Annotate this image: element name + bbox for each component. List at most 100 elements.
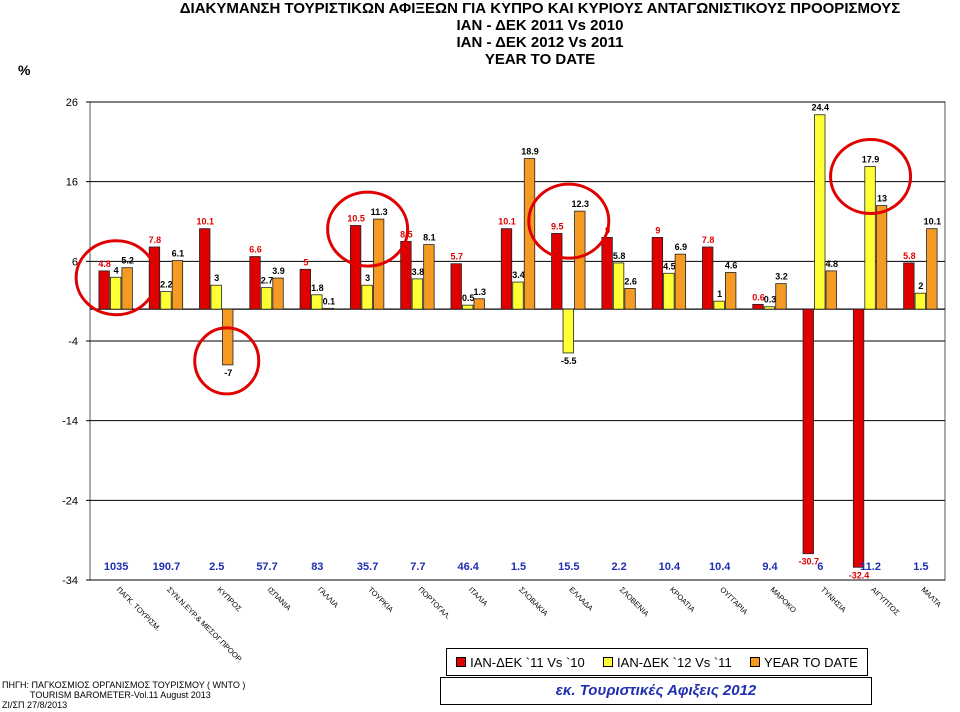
title-line-4: YEAR TO DATE: [484, 51, 596, 68]
category-label-15: ΑΙΓΥΠΤΟΣ: [869, 585, 901, 617]
value-label-s1-2: 10.1: [196, 217, 214, 227]
category-label-14: ΤΥΝΗΣΙΑ: [819, 585, 848, 614]
value-label-s1-16: 5.8: [903, 251, 916, 261]
bar-s2-4: [311, 294, 323, 310]
bar-s1-12: [702, 246, 714, 310]
bar-s2-9: [562, 308, 574, 354]
arrivals-caption: εκ. Τουριστικές Αφιξεις 2012: [440, 677, 872, 705]
value-label-s2-5: 3: [365, 273, 370, 283]
legend-swatch-series-2: [603, 657, 614, 667]
y-tick-label: -14: [62, 416, 78, 428]
bar-s2-7: [462, 304, 474, 310]
bar-s3-15: [875, 205, 888, 310]
value-label-s1-14: -30.7: [799, 557, 820, 567]
value-label-s1-13: 0.6: [752, 292, 765, 302]
value-label-s3-14: 4.8: [826, 259, 839, 269]
arrivals-value-16: 1.5: [913, 561, 928, 573]
value-label-s2-13: 0.3: [764, 295, 777, 305]
value-label-s2-1: 2.2: [160, 280, 173, 290]
highlight-circle-2: [326, 190, 410, 268]
category-label-0: ΠΑΓΚ. ΤΟΥΡΙΣΜ.: [115, 585, 163, 633]
y-tick-label: -24: [62, 495, 78, 507]
value-label-s2-3: 2.7: [261, 276, 274, 286]
arrivals-value-4: 83: [311, 561, 323, 573]
bar-s1-13: [752, 303, 764, 310]
arrivals-value-1: 190.7: [153, 561, 181, 573]
bar-s3-10: [624, 288, 636, 310]
y-tick-label: 16: [66, 177, 78, 189]
legend-swatch-series-3: [749, 657, 760, 667]
value-label-s1-3: 6.6: [249, 245, 262, 255]
value-label-s3-12: 4.6: [725, 260, 738, 270]
bar-s2-11: [663, 272, 675, 310]
value-label-s3-9: 12.3: [572, 199, 590, 209]
title-line-3: ΙΑΝ - ΔΕΚ 2012 Vs 2011: [456, 34, 624, 51]
bar-s2-8: [512, 281, 524, 310]
category-label-2: ΚΥΠΡΟΣ: [215, 585, 243, 613]
legend-item-series-1: ΙΑΝ-ΔΕΚ `11 Vs `10: [456, 655, 585, 670]
bar-s2-3: [260, 287, 273, 310]
value-label-s3-1: 6.1: [172, 249, 185, 259]
value-label-s2-0: 4: [114, 265, 119, 275]
value-label-s3-8: 18.9: [521, 147, 539, 157]
category-label-6: ΠΟΡΤΟΓΑΛ.: [416, 585, 452, 621]
bar-s3-4: [322, 307, 334, 310]
value-label-s3-13: 3.2: [775, 272, 788, 282]
chart-title: ΔΙΑΚΥΜΑΝΣΗ ΤΟΥΡΙΣΤΙΚΩΝ ΑΦΙΞΕΩΝ ΓΙΑ ΚΥΠΡΟ…: [0, 0, 960, 68]
legend-swatch-series-1: [456, 657, 467, 667]
arrivals-value-11: 10.4: [659, 561, 681, 573]
highlight-circle-1: [193, 326, 261, 396]
value-label-s3-5: 11.3: [371, 207, 388, 217]
bar-s3-13: [775, 283, 787, 310]
bar-s3-1: [171, 260, 184, 310]
arrivals-value-13: 9.4: [762, 561, 778, 573]
bar-s2-6: [411, 278, 424, 310]
title-line-1: ΔΙΑΚΥΜΑΝΣΗ ΤΟΥΡΙΣΤΙΚΩΝ ΑΦΙΞΕΩΝ ΓΙΑ ΚΥΠΡΟ…: [179, 0, 901, 17]
category-label-3: ΙΣΠΑΝΙΑ: [266, 585, 293, 612]
value-label-s2-6: 3.8: [412, 267, 425, 277]
arrivals-value-12: 10.4: [709, 561, 731, 573]
y-tick-label: -34: [62, 575, 78, 587]
bar-s2-12: [713, 300, 725, 310]
bar-s3-16: [926, 228, 938, 310]
value-label-s3-7: 1.3: [473, 287, 486, 297]
value-label-s1-5: 10.5: [347, 213, 365, 223]
bar-s1-16: [903, 262, 915, 310]
source-line-1: ΠΗΓΗ: ΠΑΓΚΟΣΜΙΟΣ ΟΡΓΑΝΙΣΜΟΣ ΤΟΥΡΙΣΜΟΥ ( …: [2, 680, 246, 690]
value-label-s1-7: 5.7: [450, 252, 463, 262]
arrivals-value-0: 1035: [104, 561, 128, 573]
category-label-8: ΣΛΟΒΑΚΙΑ: [517, 585, 550, 618]
value-label-s2-16: 2: [918, 281, 923, 291]
bar-s2-13: [763, 306, 776, 310]
value-label-s2-8: 3.4: [512, 270, 525, 280]
legend-label-series-3: YEAR TO DATE: [763, 654, 858, 670]
bar-s1-7: [450, 263, 462, 310]
y-tick-label: 26: [66, 97, 78, 109]
bar-s3-14: [825, 270, 837, 310]
value-label-s3-0: 5.2: [121, 256, 134, 266]
source-line-2: TOURISM BAROMETER-Vol.11 August 2013: [30, 690, 211, 700]
arrivals-value-15: 11.2: [860, 561, 881, 573]
bar-s1-8: [500, 228, 513, 310]
value-label-s1-8: 10.1: [498, 217, 516, 227]
value-label-s1-9: 9.5: [551, 221, 564, 231]
value-label-s3-2: -7: [224, 368, 232, 378]
value-label-s1-1: 7.8: [149, 235, 162, 245]
legend-label-series-2: ΙΑΝ-ΔΕΚ `12 Vs `11: [617, 654, 732, 670]
bar-s1-11: [651, 237, 664, 310]
arrivals-value-5: 35.7: [357, 561, 378, 573]
category-label-4: ΓΑΛΛΙΑ: [316, 585, 340, 609]
bar-s1-14: [802, 308, 814, 555]
bar-s3-12: [725, 272, 737, 310]
arrivals-value-9: 15.5: [558, 561, 579, 573]
arrivals-value-2: 2.5: [209, 561, 224, 573]
bar-s2-16: [914, 292, 927, 310]
arrivals-value-6: 7.7: [410, 561, 425, 573]
bar-s1-0: [98, 270, 110, 310]
value-label-s3-6: 8.1: [423, 233, 436, 243]
bar-s3-2: [222, 308, 234, 366]
y-unit-label: %: [18, 62, 31, 78]
bar-s3-7: [473, 298, 485, 310]
value-label-s2-14: 24.4: [811, 103, 829, 113]
